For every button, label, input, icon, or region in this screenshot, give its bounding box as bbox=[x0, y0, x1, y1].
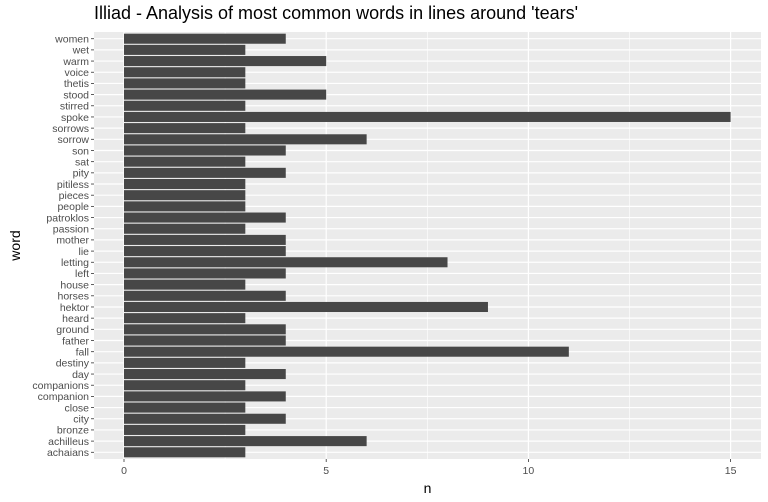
bar-achaians bbox=[124, 447, 246, 458]
y-tick-label-city: city bbox=[73, 414, 90, 426]
x-tick-label: 10 bbox=[523, 465, 535, 477]
y-tick-label-fall: fall bbox=[76, 346, 89, 358]
bar-horses bbox=[124, 290, 286, 301]
y-tick-label-wet: wet bbox=[72, 45, 89, 57]
y-tick-label-achaians: achaians bbox=[47, 447, 89, 459]
bar-father bbox=[124, 335, 286, 346]
bars bbox=[124, 33, 731, 458]
y-tick-label-left: left bbox=[75, 268, 89, 280]
bar-bronze bbox=[124, 424, 246, 435]
bar-house bbox=[124, 279, 246, 290]
bar-letting bbox=[124, 257, 448, 268]
y-tick-label-warm: warm bbox=[62, 56, 89, 68]
bar-spoke bbox=[124, 111, 731, 122]
y-tick-label-son: son bbox=[72, 145, 89, 157]
bar-companion bbox=[124, 391, 286, 402]
bar-voice bbox=[124, 67, 246, 78]
y-tick-label-bronze: bronze bbox=[57, 425, 89, 437]
y-tick-label-father: father bbox=[62, 335, 89, 347]
x-tick-label: 15 bbox=[725, 465, 737, 477]
bar-fall bbox=[124, 346, 569, 357]
y-tick-label-stirred: stirred bbox=[60, 101, 89, 113]
bar-sat bbox=[124, 156, 246, 167]
bar-patroklos bbox=[124, 212, 286, 223]
y-tick-label-lie: lie bbox=[78, 246, 89, 258]
y-tick-label-pity: pity bbox=[73, 168, 90, 180]
bar-warm bbox=[124, 56, 327, 67]
bar-city bbox=[124, 413, 286, 424]
y-tick-label-sorrows: sorrows bbox=[52, 123, 89, 135]
y-tick-label-patroklos: patroklos bbox=[46, 212, 89, 224]
y-tick-label-thetis: thetis bbox=[64, 78, 89, 90]
y-tick-label-sat: sat bbox=[75, 156, 89, 168]
y-tick-label-stood: stood bbox=[63, 89, 89, 101]
x-tick-label: 0 bbox=[121, 465, 127, 477]
y-tick-label-letting: letting bbox=[61, 257, 89, 269]
x-tick-label: 5 bbox=[323, 465, 329, 477]
bar-day bbox=[124, 369, 286, 380]
bar-pieces bbox=[124, 190, 246, 201]
bar-companions bbox=[124, 380, 246, 391]
bar-pitiless bbox=[124, 178, 246, 190]
y-tick-label-day: day bbox=[72, 369, 90, 381]
x-axis-ticks: 0 5 10 15 bbox=[121, 459, 737, 477]
bar-stood bbox=[124, 89, 327, 100]
bar-passion bbox=[124, 223, 246, 234]
bar-wet bbox=[124, 44, 246, 55]
bar-close bbox=[124, 402, 246, 413]
bar-heard bbox=[124, 313, 246, 324]
bar-stirred bbox=[124, 100, 246, 111]
y-axis-title: word bbox=[7, 230, 23, 261]
bar-sorrows bbox=[124, 123, 246, 134]
bar-thetis bbox=[124, 78, 246, 89]
y-tick-label-women: women bbox=[54, 34, 89, 46]
bar-destiny bbox=[124, 357, 246, 368]
y-axis-ticks: achaiansachilleusbronzecityclosecompanio… bbox=[32, 34, 94, 459]
y-tick-label-heard: heard bbox=[62, 313, 89, 325]
bar-people bbox=[124, 201, 246, 212]
y-tick-label-hektor: hektor bbox=[60, 302, 90, 314]
y-tick-label-horses: horses bbox=[57, 291, 89, 303]
y-tick-label-companions: companions bbox=[32, 380, 89, 392]
bar-sorrow bbox=[124, 134, 367, 145]
bar-ground bbox=[124, 324, 286, 335]
bar-women bbox=[124, 33, 286, 44]
y-tick-label-pitiless: pitiless bbox=[57, 179, 89, 191]
chart-title: Illiad - Analysis of most common words i… bbox=[94, 3, 579, 23]
y-tick-label-pieces: pieces bbox=[59, 190, 89, 202]
y-tick-label-achilleus: achilleus bbox=[48, 436, 89, 448]
y-tick-label-destiny: destiny bbox=[56, 358, 90, 370]
bar-hektor bbox=[124, 301, 488, 313]
bar-pity bbox=[124, 167, 286, 178]
y-tick-label-people: people bbox=[57, 201, 89, 213]
bar-left bbox=[124, 268, 286, 279]
y-tick-label-ground: ground bbox=[56, 324, 89, 336]
y-tick-label-spoke: spoke bbox=[61, 112, 89, 124]
y-tick-label-companion: companion bbox=[38, 391, 90, 403]
x-axis-title: n bbox=[424, 480, 432, 496]
y-tick-label-voice: voice bbox=[64, 67, 89, 79]
y-tick-label-mother: mother bbox=[56, 235, 89, 247]
y-tick-label-close: close bbox=[64, 402, 89, 414]
bar-achilleus bbox=[124, 436, 367, 447]
y-tick-label-house: house bbox=[60, 279, 89, 291]
y-tick-label-sorrow: sorrow bbox=[57, 134, 89, 146]
bar-lie bbox=[124, 246, 286, 257]
bar-mother bbox=[124, 234, 286, 245]
y-tick-label-passion: passion bbox=[53, 224, 89, 236]
bar-son bbox=[124, 145, 286, 156]
